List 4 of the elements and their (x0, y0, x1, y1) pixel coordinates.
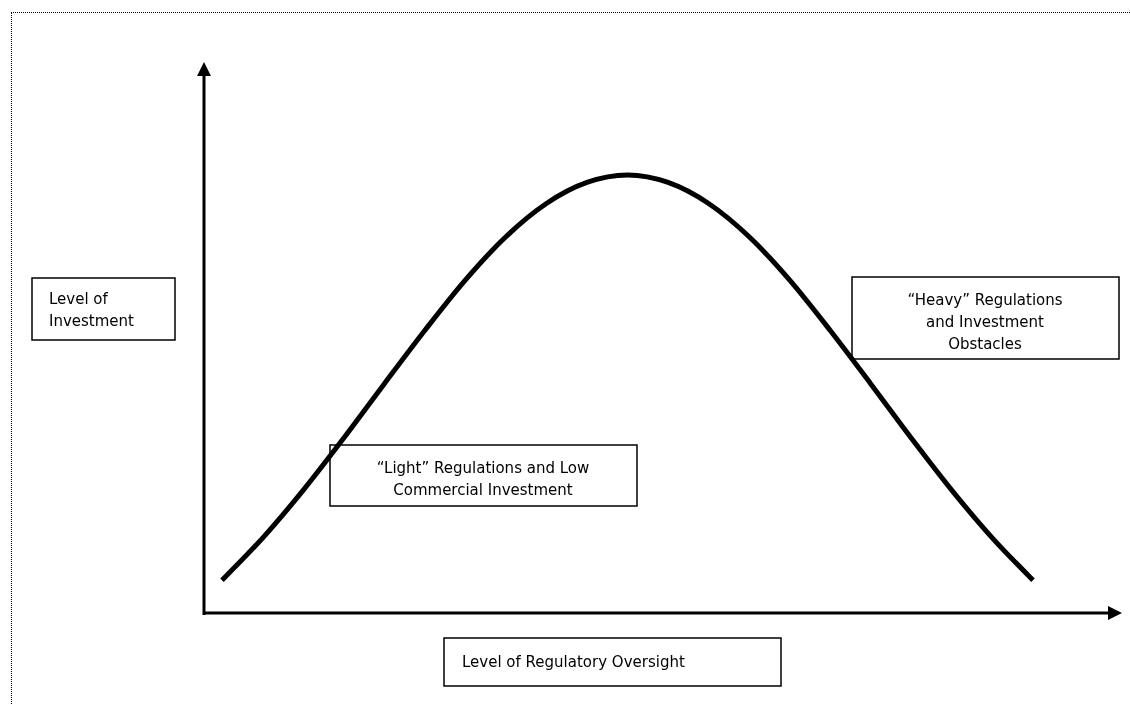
annotation: “Heavy” Regulations and Investment Obstacles (907, 291, 1063, 353)
annotation: “Light” Regulations and Low Commercial Investment (376, 459, 590, 499)
x-axis-title: Level of Regulatory Oversight (462, 653, 685, 671)
y-axis-title: Level of Investment (49, 290, 135, 330)
